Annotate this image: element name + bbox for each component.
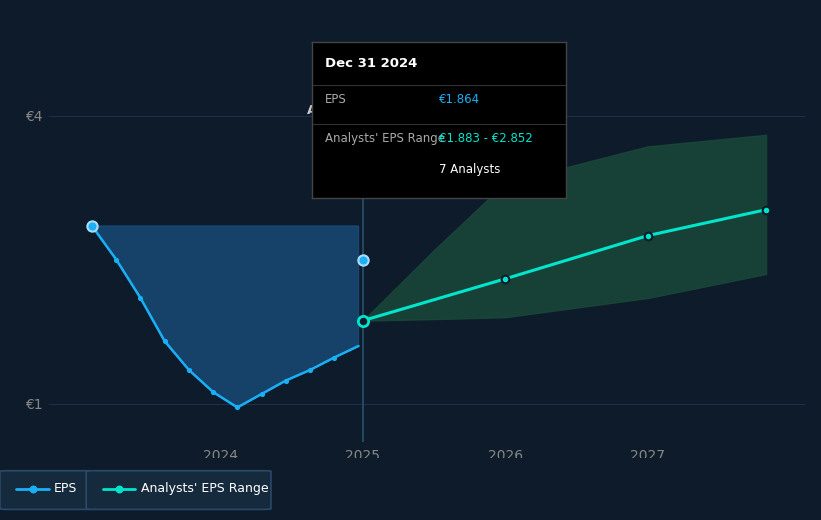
Point bbox=[759, 205, 773, 214]
Text: Analysts Forecasts: Analysts Forecasts bbox=[374, 105, 491, 118]
Point bbox=[356, 317, 369, 325]
Point bbox=[356, 255, 369, 264]
Point bbox=[110, 255, 123, 264]
Text: Analysts' EPS Range: Analysts' EPS Range bbox=[141, 483, 268, 495]
Text: EPS: EPS bbox=[53, 483, 76, 495]
Point bbox=[134, 294, 147, 302]
Text: Actual: Actual bbox=[307, 105, 351, 118]
Point bbox=[279, 376, 292, 385]
Text: €1.883 - €2.852: €1.883 - €2.852 bbox=[439, 132, 533, 145]
Point bbox=[207, 388, 220, 396]
Point bbox=[158, 337, 172, 345]
Point bbox=[641, 231, 654, 240]
Point bbox=[112, 485, 126, 493]
Point bbox=[304, 366, 317, 374]
Polygon shape bbox=[92, 226, 359, 408]
Point bbox=[498, 275, 511, 283]
FancyBboxPatch shape bbox=[86, 471, 271, 510]
Point bbox=[85, 222, 99, 230]
FancyBboxPatch shape bbox=[0, 471, 94, 510]
Text: Analysts' EPS Range: Analysts' EPS Range bbox=[325, 132, 445, 145]
Point bbox=[328, 354, 341, 362]
Point bbox=[85, 222, 99, 230]
Point bbox=[26, 485, 39, 493]
Text: Dec 31 2024: Dec 31 2024 bbox=[325, 57, 417, 70]
Text: EPS: EPS bbox=[325, 93, 346, 106]
Text: 7 Analysts: 7 Analysts bbox=[439, 163, 501, 176]
Point bbox=[231, 404, 244, 412]
Point bbox=[182, 366, 195, 374]
Text: €1.864: €1.864 bbox=[439, 93, 480, 106]
Point bbox=[255, 390, 268, 398]
